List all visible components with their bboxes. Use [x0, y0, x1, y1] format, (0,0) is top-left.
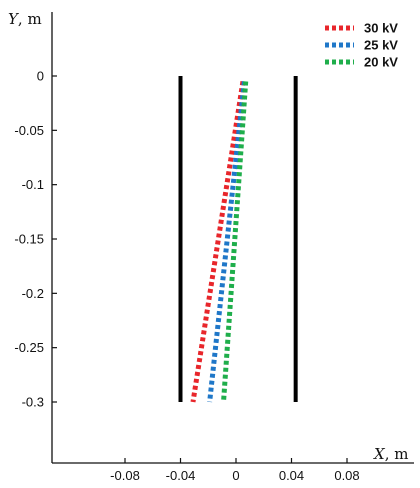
y-tick-label: -0.25 — [14, 340, 44, 355]
legend-label: 25 kV — [364, 38, 398, 53]
legend: 30 kV 25 kV 20 kV — [325, 21, 398, 70]
legend-label: 30 kV — [364, 21, 398, 36]
y-tick-label: -0.3 — [22, 395, 44, 410]
x-tick-label: -0.04 — [166, 468, 196, 483]
series-line — [190, 81, 246, 403]
y-tick-label: -0.2 — [22, 286, 44, 301]
x-tick-label: -0.08 — [110, 468, 140, 483]
series-line — [221, 81, 249, 403]
x-tick-label: 0 — [232, 468, 239, 483]
y-tick-label: 0 — [37, 69, 44, 84]
x-axis-title: X, m — [373, 445, 408, 463]
y-tick-label: -0.15 — [14, 232, 44, 247]
y-tick-label: -0.1 — [22, 177, 44, 192]
x-ticks: -0.08 -0.04 0 0.04 0.08 — [110, 458, 360, 483]
x-axis-symbol: X — [373, 445, 386, 463]
series-group — [190, 81, 249, 403]
series-line — [207, 81, 247, 403]
y-axis-unit: , m — [18, 10, 42, 28]
y-axis-symbol: Y — [8, 10, 20, 28]
y-axis-title: Y, m — [8, 10, 42, 28]
y-ticks: 0 -0.05 -0.1 -0.15 -0.2 -0.25 -0.3 — [14, 69, 57, 410]
axes — [51, 12, 414, 464]
electrodes — [178, 76, 298, 402]
x-tick-label: 0.04 — [279, 468, 304, 483]
legend-label: 20 kV — [364, 55, 398, 70]
x-tick-label: 0.08 — [334, 468, 359, 483]
y-tick-label: -0.05 — [14, 123, 44, 138]
x-axis-unit: , m — [385, 445, 409, 463]
